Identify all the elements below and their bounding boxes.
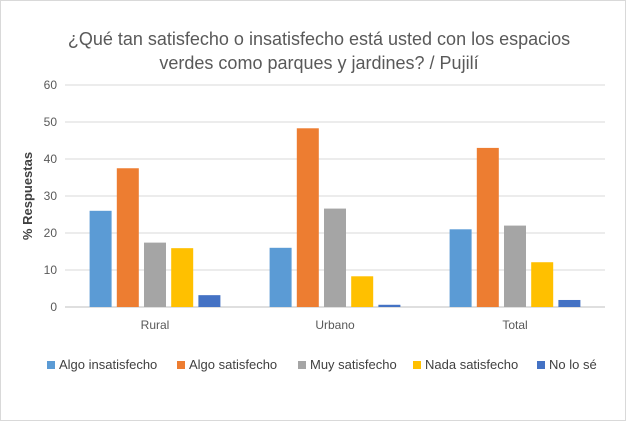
y-tick-label: 30 (44, 189, 58, 203)
y-tick-label: 60 (44, 78, 58, 92)
y-tick-label: 40 (44, 152, 58, 166)
x-axis-ticks: Rural Urbano Total (141, 318, 528, 332)
legend-swatch (537, 361, 545, 369)
x-tick-label: Rural (141, 318, 170, 332)
bar-urbano-4 (378, 304, 401, 307)
y-tick-label: 10 (44, 263, 58, 277)
x-tick-label: Urbano (315, 318, 355, 332)
legend: Algo insatisfecho Algo satisfecho Muy sati… (47, 357, 597, 372)
y-axis-title: % Respuestas (20, 152, 35, 240)
legend-label: No lo sé (549, 357, 597, 372)
bar-urbano-2 (324, 208, 346, 307)
bar-total-2 (504, 225, 526, 307)
bar-total-3 (531, 262, 554, 307)
bar-urbano-1 (296, 128, 319, 307)
bars (89, 128, 581, 307)
y-tick-label: 0 (50, 300, 57, 314)
y-tick-label: 20 (44, 226, 58, 240)
bar-rural-2 (144, 242, 166, 307)
legend-label: Algo insatisfecho (59, 357, 157, 372)
legend-label: Muy satisfecho (310, 357, 397, 372)
chart-title-line-1: ¿Qué tan satisfecho o insatisfecho está … (68, 29, 570, 49)
bar-urbano-0 (269, 247, 292, 307)
bar-urbano-3 (351, 276, 374, 307)
legend-label: Algo satisfecho (189, 357, 277, 372)
bar-total-1 (476, 147, 499, 307)
bar-rural-3 (171, 248, 194, 307)
bar-total-0 (449, 229, 472, 307)
bar-rural-1 (116, 168, 139, 307)
legend-swatch (413, 361, 421, 369)
bar-total-4 (558, 299, 581, 307)
y-tick-label: 50 (44, 115, 58, 129)
bar-rural-4 (198, 295, 221, 307)
chart-title-line-2: verdes como parques y jardines? / Pujilí (159, 53, 478, 73)
x-tick-label: Total (502, 318, 527, 332)
y-axis-ticks: 0 10 20 30 40 50 60 (44, 78, 58, 314)
legend-swatch (298, 361, 306, 369)
legend-label: Nada satisfecho (425, 357, 518, 372)
bar-rural-0 (89, 210, 112, 307)
legend-swatch (47, 361, 55, 369)
legend-swatch (177, 361, 185, 369)
